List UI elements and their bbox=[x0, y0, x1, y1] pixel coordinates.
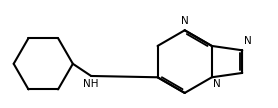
Text: N: N bbox=[213, 79, 220, 89]
Text: N: N bbox=[181, 16, 188, 26]
Text: NH: NH bbox=[83, 79, 99, 89]
Text: N: N bbox=[244, 36, 252, 46]
